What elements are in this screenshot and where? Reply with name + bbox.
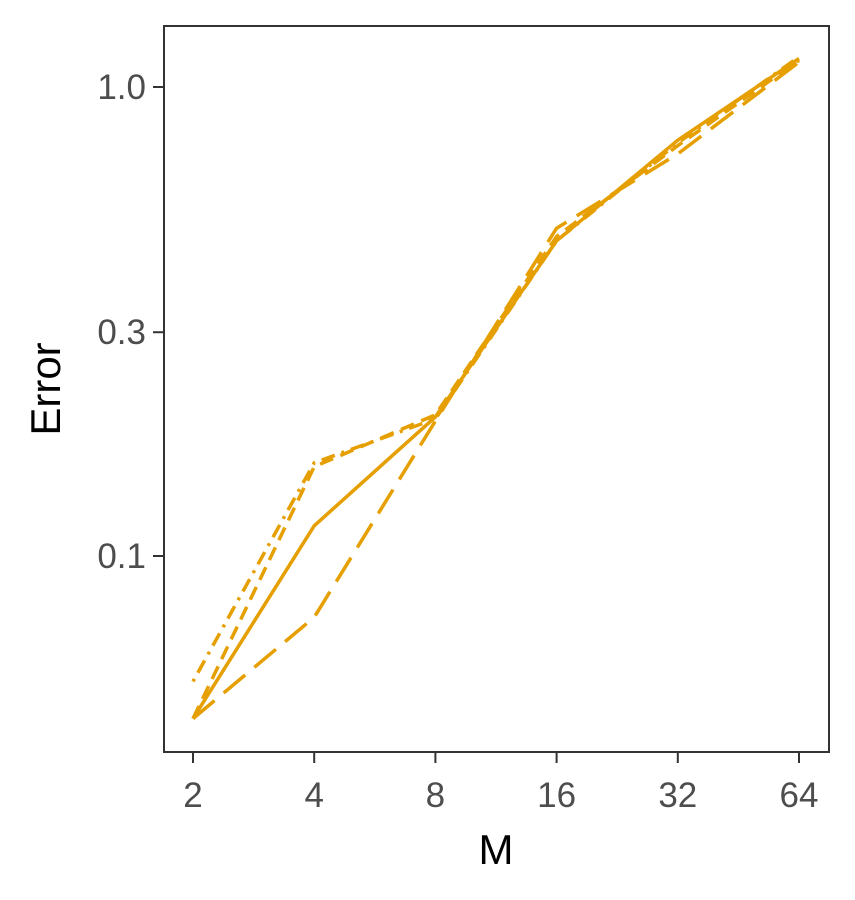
x-axis-title: M bbox=[479, 826, 514, 873]
x-tick-label: 8 bbox=[426, 776, 445, 815]
y-tick-label: 0.1 bbox=[97, 537, 146, 576]
y-tick-label: 0.3 bbox=[97, 313, 146, 352]
x-tick-label: 64 bbox=[780, 776, 819, 815]
series-layer bbox=[191, 55, 801, 720]
x-tick-label: 2 bbox=[183, 776, 202, 815]
series-line-4-dot-dash bbox=[191, 55, 801, 683]
y-axis: 0.1 0.3 1.0 bbox=[97, 68, 164, 576]
series-line-2-long-dash bbox=[191, 60, 801, 720]
y-tick-label: 1.0 bbox=[97, 68, 146, 107]
series-line-3-dash bbox=[191, 58, 801, 720]
series-line-1-solid bbox=[191, 57, 800, 720]
x-tick-label: 32 bbox=[658, 776, 697, 815]
panel-border bbox=[163, 25, 830, 753]
y-axis-title: Error bbox=[22, 342, 69, 435]
x-tick-label: 16 bbox=[537, 776, 576, 815]
x-axis: 2 4 8 16 32 64 bbox=[183, 752, 818, 815]
x-tick-label: 4 bbox=[304, 776, 323, 815]
